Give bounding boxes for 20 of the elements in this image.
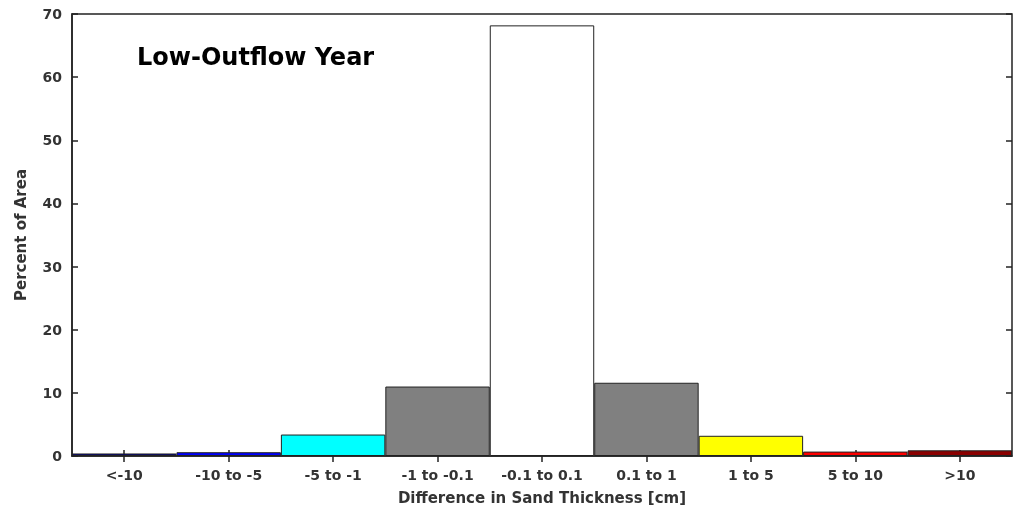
x-tick-label: -0.1 to 0.1 xyxy=(501,467,583,483)
x-tick-label: 5 to 10 xyxy=(827,467,884,483)
y-tick-label: 40 xyxy=(42,195,63,212)
x-tick-label: -10 to -5 xyxy=(195,467,263,483)
y-axis-title: Percent of Area xyxy=(11,168,30,302)
x-tick-label: 1 to 5 xyxy=(728,467,774,483)
text: Low-Outflow Year xyxy=(137,43,375,71)
y-tick-label: 30 xyxy=(42,258,63,275)
x-tick-label: 0.1 to 1 xyxy=(616,467,677,483)
y-tick-label: 70 xyxy=(42,6,63,22)
x-tick-label: >10 xyxy=(944,467,976,483)
y-tick-label: 50 xyxy=(42,132,63,149)
x-tick-label: -1 to -0.1 xyxy=(401,467,474,483)
x-tick-label: -5 to -1 xyxy=(304,467,362,483)
y-tick-label: 10 xyxy=(42,384,63,401)
y-tick-label: 20 xyxy=(42,321,63,338)
x-tick-label: <-10 xyxy=(105,467,143,483)
x-axis-title: Difference in Sand Thickness [cm] xyxy=(397,488,687,507)
y-tick-label: 60 xyxy=(42,69,63,86)
y-tick-label: 0 xyxy=(52,448,63,464)
